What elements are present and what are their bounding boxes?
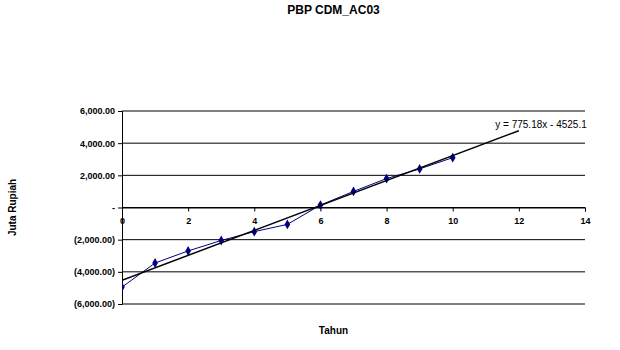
x-tick-mark (387, 208, 388, 212)
y-tick: (4,000.00) (74, 267, 122, 277)
y-tick-mark (118, 143, 122, 144)
y-tick: 4,000.00 (80, 139, 122, 149)
x-tick: 2 (186, 208, 191, 227)
x-tick-label: 10 (448, 216, 458, 226)
plot-area (122, 131, 519, 292)
x-tick-mark (585, 208, 586, 212)
x-tick: 6 (318, 208, 323, 227)
y-tick: (2,000.00) (74, 235, 122, 245)
marker (285, 219, 291, 229)
y-axis: (6,000.00) (4,000.00) (2,000.00) - 2,000.00 4… (74, 106, 123, 309)
y-tick-mark (118, 208, 122, 209)
y-tick-label: - (112, 203, 115, 213)
x-axis-line (123, 208, 586, 212)
x-tick: 0 (120, 208, 125, 227)
y-tick-label: (6,000.00) (74, 299, 115, 309)
x-tick-mark (453, 208, 454, 212)
marker (122, 282, 125, 292)
x-tick: 14 (580, 208, 590, 227)
x-axis-title: Tahun (319, 325, 348, 336)
y-tick-label: 4,000.00 (80, 139, 115, 149)
x-tick: 8 (385, 208, 390, 227)
grid-line (122, 271, 585, 272)
y-tick-label: 6,000.00 (80, 106, 115, 116)
y-tick-label: (4,000.00) (74, 267, 115, 277)
y-tick: (6,000.00) (74, 299, 122, 309)
y-tick-mark (118, 272, 122, 273)
x-axis: 0 2 4 6 8 10 12 14 (120, 208, 591, 227)
y-tick: - (112, 203, 122, 213)
grid-line (122, 304, 585, 305)
x-tick-label: 0 (120, 216, 125, 226)
data-line (122, 158, 453, 287)
x-tick-mark (519, 208, 520, 212)
title: PBP CDM_AC03 (287, 3, 380, 17)
x-tick-mark (254, 208, 255, 212)
annotation: y = 775.18x - 4525.1 (495, 119, 587, 130)
x-tick-mark (122, 208, 123, 212)
grid-line (122, 239, 585, 240)
x-tick: 4 (252, 208, 257, 227)
marker (351, 186, 357, 196)
y-axis-line (118, 112, 123, 305)
grid (122, 111, 585, 304)
y-tick-label: (2,000.00) (74, 235, 115, 245)
y-tick: 6,000.00 (80, 106, 122, 116)
x-tick-label: 14 (580, 216, 590, 226)
x-tick-mark (188, 208, 189, 212)
x-tick-label: 6 (318, 216, 323, 226)
x-tick: 10 (448, 208, 458, 227)
grid-line (122, 175, 585, 176)
trend-line (122, 131, 519, 281)
y-tick-mark (118, 175, 122, 176)
x-tick-label: 2 (186, 216, 191, 226)
chart: (6,000.00) (4,000.00) (2,000.00) - 2,000.00 4… (0, 0, 620, 350)
grid-line (122, 143, 585, 144)
y-tick-label: 2,000.00 (80, 171, 115, 181)
y-tick-mark (118, 304, 122, 305)
grid-line (122, 111, 585, 112)
y-tick-mark (118, 240, 122, 241)
x-tick-label: 4 (252, 216, 257, 226)
y-tick: 2,000.00 (80, 171, 122, 181)
x-tick-label: 8 (385, 216, 390, 226)
x-tick: 12 (514, 208, 524, 227)
x-tick-label: 12 (514, 216, 524, 226)
y-tick-mark (118, 111, 122, 112)
y-axis-title: Juta Rupiah (7, 179, 18, 236)
